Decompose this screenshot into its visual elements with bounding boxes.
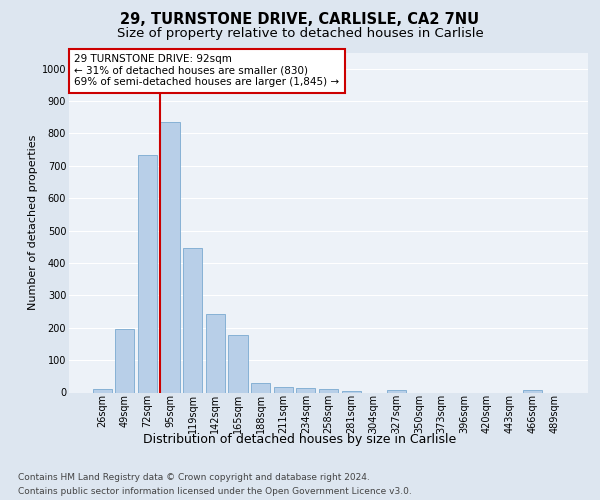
Text: Size of property relative to detached houses in Carlisle: Size of property relative to detached ho…: [116, 28, 484, 40]
Bar: [387, 390, 406, 392]
Text: Contains HM Land Registry data © Crown copyright and database right 2024.: Contains HM Land Registry data © Crown c…: [18, 472, 370, 482]
Text: 29, TURNSTONE DRIVE, CARLISLE, CA2 7NU: 29, TURNSTONE DRIVE, CARLISLE, CA2 7NU: [121, 12, 479, 28]
Bar: [92, 388, 112, 392]
Bar: [341, 391, 361, 392]
Bar: [296, 388, 316, 392]
Bar: [115, 330, 134, 392]
Bar: [274, 386, 293, 392]
Text: Contains public sector information licensed under the Open Government Licence v3: Contains public sector information licen…: [18, 488, 412, 496]
Bar: [251, 383, 270, 392]
Bar: [229, 335, 248, 392]
Text: Distribution of detached houses by size in Carlisle: Distribution of detached houses by size …: [143, 432, 457, 446]
Y-axis label: Number of detached properties: Number of detached properties: [28, 135, 38, 310]
Bar: [523, 390, 542, 392]
Bar: [160, 122, 180, 392]
Bar: [183, 248, 202, 392]
Text: 29 TURNSTONE DRIVE: 92sqm
← 31% of detached houses are smaller (830)
69% of semi: 29 TURNSTONE DRIVE: 92sqm ← 31% of detac…: [74, 54, 340, 88]
Bar: [138, 154, 157, 392]
Bar: [319, 388, 338, 392]
Bar: [206, 314, 225, 392]
